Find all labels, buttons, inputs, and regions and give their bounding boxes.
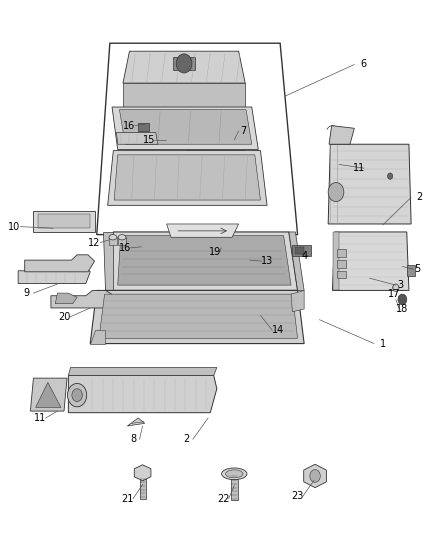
Text: 3: 3 (397, 280, 403, 290)
Text: 14: 14 (272, 325, 284, 335)
Text: 7: 7 (240, 126, 246, 136)
Polygon shape (103, 232, 113, 290)
Text: 19: 19 (208, 247, 221, 256)
Polygon shape (289, 232, 304, 290)
Circle shape (398, 294, 407, 305)
Polygon shape (90, 330, 106, 344)
Text: 8: 8 (131, 434, 137, 445)
Polygon shape (332, 232, 409, 290)
Text: 20: 20 (58, 312, 70, 322)
Text: 23: 23 (291, 491, 304, 501)
Polygon shape (109, 237, 117, 245)
Circle shape (388, 173, 393, 179)
Polygon shape (140, 473, 146, 499)
Polygon shape (173, 56, 195, 70)
Text: 22: 22 (217, 494, 230, 504)
Polygon shape (55, 293, 77, 304)
Polygon shape (68, 368, 217, 375)
Text: 1: 1 (380, 338, 386, 349)
Polygon shape (186, 151, 250, 156)
Polygon shape (329, 126, 354, 144)
Polygon shape (35, 382, 61, 407)
Text: 12: 12 (88, 238, 101, 247)
Polygon shape (138, 123, 149, 131)
Polygon shape (118, 236, 291, 285)
Polygon shape (127, 418, 145, 426)
Polygon shape (18, 266, 90, 284)
Polygon shape (118, 237, 126, 245)
Polygon shape (123, 51, 245, 83)
Text: 21: 21 (121, 494, 134, 504)
Polygon shape (337, 271, 346, 278)
Polygon shape (134, 465, 151, 481)
Polygon shape (292, 245, 311, 256)
Text: 5: 5 (414, 264, 421, 274)
Polygon shape (294, 247, 304, 254)
Polygon shape (166, 224, 239, 237)
Polygon shape (328, 144, 411, 224)
Polygon shape (108, 151, 267, 205)
Polygon shape (25, 255, 95, 272)
Polygon shape (120, 110, 252, 144)
Circle shape (328, 182, 344, 201)
Circle shape (67, 383, 87, 407)
Text: 16: 16 (119, 243, 131, 253)
Text: 11: 11 (353, 163, 365, 173)
Polygon shape (99, 294, 297, 338)
Text: 13: 13 (261, 256, 273, 266)
Polygon shape (112, 107, 258, 150)
Polygon shape (123, 83, 245, 107)
Text: 15: 15 (143, 135, 155, 145)
Ellipse shape (118, 235, 126, 240)
Text: 6: 6 (360, 60, 366, 69)
Polygon shape (143, 244, 153, 251)
Ellipse shape (226, 470, 243, 478)
Ellipse shape (109, 235, 117, 240)
Text: 9: 9 (24, 288, 30, 298)
Text: 2: 2 (417, 192, 423, 203)
Circle shape (176, 54, 192, 73)
Polygon shape (38, 214, 90, 228)
Text: 11: 11 (34, 413, 46, 423)
Text: 10: 10 (8, 222, 20, 232)
Polygon shape (332, 232, 339, 290)
Polygon shape (106, 232, 297, 290)
Text: 16: 16 (124, 120, 136, 131)
Polygon shape (30, 378, 67, 411)
Polygon shape (337, 249, 346, 257)
Polygon shape (304, 464, 326, 488)
Polygon shape (33, 211, 95, 232)
Text: 18: 18 (396, 304, 409, 314)
Text: 2: 2 (183, 434, 189, 445)
Polygon shape (51, 290, 114, 308)
Ellipse shape (222, 468, 247, 480)
Polygon shape (114, 155, 261, 200)
Polygon shape (407, 265, 416, 276)
Circle shape (393, 284, 399, 292)
Polygon shape (68, 375, 217, 413)
Polygon shape (90, 290, 304, 344)
Text: 17: 17 (388, 289, 400, 299)
Polygon shape (117, 133, 158, 144)
Polygon shape (291, 290, 304, 312)
Polygon shape (337, 260, 346, 268)
Circle shape (72, 389, 82, 401)
Polygon shape (231, 474, 238, 500)
Circle shape (310, 470, 320, 482)
Text: 4: 4 (301, 251, 307, 261)
